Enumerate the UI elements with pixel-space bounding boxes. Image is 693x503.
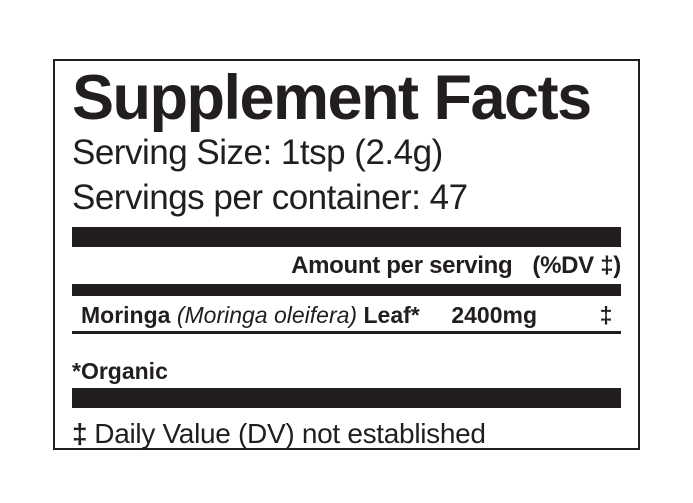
- label-title: Supplement Facts: [72, 63, 592, 133]
- dv-header: (%DV ‡): [532, 252, 621, 279]
- organic-footnote: *Organic: [72, 358, 168, 384]
- ingredient-row: Moringa (Moringa oleifera) Leaf* 2400mg …: [72, 303, 621, 334]
- serving-size: Serving Size: 1tsp (2.4g): [72, 133, 443, 172]
- separator-bar-bottom: [72, 388, 621, 408]
- double-dagger-symbol: ‡: [72, 418, 88, 449]
- ingredient-name-botanical: (Moringa oleifera): [176, 302, 358, 328]
- ingredient-name-common: Moringa: [81, 302, 171, 328]
- ingredient-plant-part: Leaf*: [363, 302, 420, 328]
- ingredient-dv: ‡: [599, 302, 613, 328]
- ingredient-amount: 2400mg: [451, 302, 537, 328]
- supplement-facts-label: Supplement Facts Serving Size: 1tsp (2.4…: [53, 59, 640, 450]
- column-header-row: Amount per serving (%DV ‡): [72, 251, 621, 281]
- dv-footnote: ‡ Daily Value (DV) not established: [72, 419, 621, 448]
- ingredient-name: Moringa (Moringa oleifera) Leaf*: [72, 303, 420, 328]
- separator-bar-top: [72, 227, 621, 247]
- servings-per-container: Servings per container: 47: [72, 178, 468, 217]
- separator-bar-header: [72, 284, 621, 296]
- amount-per-serving-header: Amount per serving: [291, 252, 513, 279]
- dv-footnote-text: Daily Value (DV) not established: [94, 418, 486, 449]
